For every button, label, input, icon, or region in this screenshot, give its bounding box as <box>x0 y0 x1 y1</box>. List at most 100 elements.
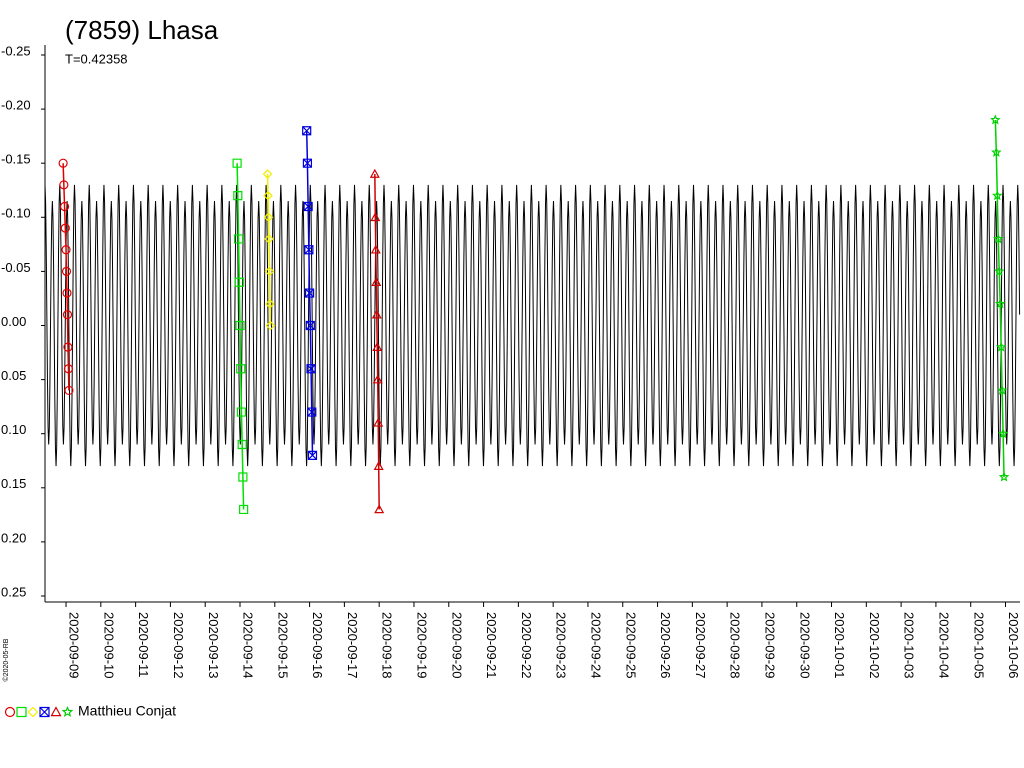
y-tick-label: 0.00 <box>1 314 26 329</box>
observer-label: Matthieu Conjat <box>78 703 176 719</box>
data-point <box>303 201 313 212</box>
x-tick-label: 2020-09-19 <box>415 612 430 679</box>
data-point <box>302 126 312 136</box>
x-tick-label: 2020-10-02 <box>867 612 882 679</box>
data-point <box>58 158 68 168</box>
data-point <box>304 288 315 298</box>
data-point <box>305 320 315 331</box>
x-tick-label: 2020-09-13 <box>206 612 221 679</box>
data-point <box>263 212 274 223</box>
data-point <box>264 266 275 277</box>
data-point <box>263 190 273 201</box>
copyright: ©2020-05-RB <box>2 638 10 681</box>
legend-marker <box>16 706 27 718</box>
data-point <box>990 114 1001 125</box>
data-point <box>265 299 275 309</box>
data-point <box>997 428 1009 439</box>
legend-marker <box>27 706 39 718</box>
x-tick-label: 2020-09-17 <box>345 612 360 679</box>
series-line <box>994 119 1005 477</box>
x-tick-label: 2020-09-28 <box>728 612 743 679</box>
data-point <box>998 471 1010 482</box>
data-point <box>63 364 74 374</box>
data-point <box>61 245 71 255</box>
data-point <box>233 191 243 201</box>
data-point <box>236 364 246 374</box>
x-tick-label: 2020-09-20 <box>449 612 464 679</box>
data-point <box>370 212 381 222</box>
data-point <box>991 190 1003 201</box>
x-tick-label: 2020-10-06 <box>1006 612 1021 679</box>
y-tick-label: -0.15 <box>1 152 31 167</box>
data-point <box>264 234 274 244</box>
x-tick-label: 2020-10-04 <box>936 612 951 679</box>
x-tick-label: 2020-10-05 <box>971 612 986 679</box>
y-tick-label: 0.25 <box>1 584 26 599</box>
data-point <box>307 450 318 460</box>
y-tick-label: -0.05 <box>1 260 31 275</box>
data-point <box>369 168 380 178</box>
data-point <box>372 374 383 384</box>
period-label: T=0.42358 <box>65 51 128 66</box>
series-line <box>236 163 245 510</box>
x-tick-label: 2020-09-26 <box>658 612 673 679</box>
x-tick-label: 2020-09-23 <box>554 612 569 679</box>
x-tick-label: 2020-09-11 <box>136 612 151 678</box>
legend-marker <box>50 706 62 717</box>
x-tick-label: 2020-09-09 <box>67 612 82 679</box>
x-tick-label: 2020-09-27 <box>693 612 708 679</box>
y-tick-label: -0.20 <box>1 98 31 113</box>
data-point <box>374 504 385 514</box>
data-point <box>304 245 314 255</box>
data-point <box>996 384 1008 395</box>
x-tick-label: 2020-09-18 <box>380 612 395 679</box>
model-curve <box>44 184 1021 467</box>
legend-marker <box>4 706 16 718</box>
y-tick-label: 0.20 <box>1 530 26 545</box>
y-tick-label: -0.10 <box>1 206 31 221</box>
data-point <box>62 310 73 320</box>
data-point <box>994 298 1006 309</box>
data-point <box>236 407 247 417</box>
x-tick-label: 2020-09-12 <box>171 612 186 679</box>
data-point <box>63 342 73 352</box>
data-point <box>371 309 382 319</box>
data-point <box>265 320 276 331</box>
x-tick-label: 2020-09-22 <box>519 612 534 679</box>
data-point <box>991 146 1002 157</box>
data-point <box>233 234 244 244</box>
chart-title: (7859) Lhasa <box>65 15 219 45</box>
data-point <box>59 180 69 190</box>
x-tick-label: 2020-09-16 <box>310 612 325 679</box>
y-tick-label: -0.25 <box>1 43 31 58</box>
data-point <box>232 158 242 168</box>
y-tick-label: 0.15 <box>1 476 26 491</box>
data-point <box>59 201 70 212</box>
x-tick-label: 2020-10-01 <box>832 612 847 679</box>
legend-marker <box>39 706 50 718</box>
y-tick-label: 0.10 <box>1 422 26 437</box>
data-point <box>306 364 316 374</box>
x-tick-label: 2020-09-14 <box>241 612 256 679</box>
data-point <box>62 288 72 298</box>
data-point <box>238 472 248 482</box>
data-point <box>995 341 1007 352</box>
data-point <box>307 407 317 417</box>
x-tick-label: 2020-09-25 <box>623 612 638 679</box>
data-point <box>992 233 1004 244</box>
data-point <box>61 266 72 276</box>
data-point <box>371 276 382 287</box>
x-tick-label: 2020-09-29 <box>762 612 777 679</box>
x-tick-label: 2020-09-15 <box>275 612 290 679</box>
data-point <box>239 504 249 515</box>
data-point <box>993 265 1005 276</box>
data-point <box>64 385 74 396</box>
x-tick-label: 2020-09-24 <box>589 612 604 679</box>
series-line <box>62 163 70 391</box>
data-point <box>237 439 247 450</box>
x-tick-label: 2020-09-21 <box>484 612 499 679</box>
data-point <box>373 417 384 427</box>
data-point <box>60 223 70 233</box>
legend-marker <box>61 705 74 717</box>
